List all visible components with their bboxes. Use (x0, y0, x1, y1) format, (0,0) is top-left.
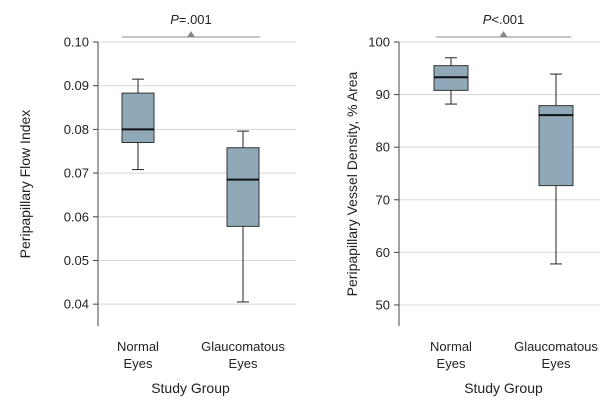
y-tick-label: 0.06 (64, 209, 89, 224)
y-tick-label: 70 (376, 192, 390, 207)
y-tick-label: 0.04 (64, 297, 89, 312)
y-axis-title: Peripapillary Flow Index (17, 110, 33, 259)
p-value-label: P=.001 (170, 12, 212, 27)
y-tick-label: 0.09 (64, 78, 89, 93)
x-category-label: Eyes (124, 356, 153, 371)
y-tick-label: 50 (376, 297, 390, 312)
box-2 (226, 130, 260, 303)
x-category-label: Normal (430, 339, 472, 354)
y-tick-label: 90 (376, 87, 390, 102)
x-axis-title: Study Group (464, 380, 543, 396)
x-category-label: Glaucomatous (201, 339, 285, 354)
y-tick-label: 0.10 (64, 35, 89, 50)
p-value-label: P<.001 (483, 12, 525, 27)
x-category-label: Eyes (229, 356, 258, 371)
x-category-label: Glaucomatous (514, 339, 598, 354)
x-category-label: Normal (117, 339, 159, 354)
iqr-box (538, 105, 574, 187)
y-axis-title: Peripapillary Vessel Density, % Area (344, 71, 360, 296)
iqr-box (121, 92, 155, 143)
significance-marker (499, 31, 508, 37)
x-category-label: Eyes (542, 356, 571, 371)
y-tick-label: 0.05 (64, 253, 89, 268)
y-tick-label: 0.07 (64, 166, 89, 181)
panel-1: 0.04 0.05 0.06 0.07 0.08 0.09 0.10 Peripapillar… (17, 12, 296, 396)
box-1 (433, 57, 469, 105)
box-2 (538, 73, 574, 265)
box-1 (121, 78, 155, 171)
significance-marker (187, 31, 195, 37)
iqr-box (226, 147, 260, 227)
y-tick-label: 0.08 (64, 122, 89, 137)
panel-2: 50 60 70 80 90 100 Peripapillary Vessel Densit… (344, 12, 600, 396)
y-tick-label: 60 (376, 245, 390, 260)
x-axis-title: Study Group (151, 380, 230, 396)
x-category-label: Eyes (437, 356, 466, 371)
y-tick-label: 100 (368, 35, 390, 50)
y-tick-label: 80 (376, 140, 390, 155)
